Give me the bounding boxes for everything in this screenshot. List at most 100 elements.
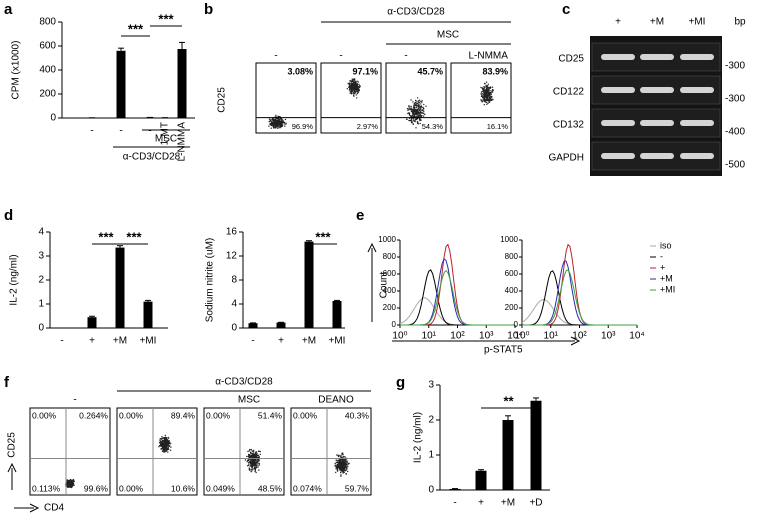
- event-dot: [413, 104, 415, 106]
- event-dot: [73, 480, 76, 482]
- event-dot: [272, 118, 275, 120]
- event-dot: [487, 90, 489, 92]
- event-dot: [424, 113, 426, 116]
- event-dot: [357, 91, 360, 94]
- event-dot: [164, 434, 166, 437]
- event-dot: [480, 94, 483, 96]
- quadrant-percent: 0.00%: [206, 410, 231, 420]
- event-dot: [163, 439, 166, 441]
- legend-label: -: [660, 251, 663, 261]
- event-dot: [416, 114, 418, 116]
- y-tick-label: 600: [505, 269, 519, 278]
- y-tick-label: 0: [50, 113, 56, 124]
- quadrant-percent: 59.7%: [345, 483, 370, 493]
- event-dot: [268, 125, 270, 127]
- event-dot: [278, 123, 281, 125]
- event-dot: [272, 125, 275, 127]
- error-bar: [306, 240, 312, 242]
- event-dot: [276, 127, 279, 129]
- histogram-curve: [400, 258, 515, 326]
- event-dot: [489, 86, 492, 88]
- event-dot: [250, 468, 252, 470]
- quadrant-percent: 40.3%: [345, 410, 370, 420]
- x-tick-label: +M: [302, 336, 316, 347]
- event-dot: [271, 121, 273, 123]
- event-dot: [160, 438, 163, 440]
- event-dot: [249, 468, 251, 470]
- band: [640, 87, 674, 93]
- y-tick-label: 0: [231, 323, 237, 334]
- quadrant-percent: 0.00%: [32, 410, 57, 420]
- quadrant-percent: 0.049%: [206, 483, 235, 493]
- event-dot: [356, 84, 358, 87]
- event-dot: [349, 92, 351, 94]
- event-dot: [158, 446, 160, 448]
- x-tick-label: +MI: [140, 336, 157, 347]
- event-dot: [355, 94, 357, 96]
- quadrant-percent: 97.1%: [352, 66, 378, 76]
- flow-plot: 83.9% 16.1%: [450, 62, 512, 134]
- histogram-curve: [522, 270, 637, 326]
- event-dot: [353, 88, 356, 91]
- event-dot: [335, 471, 337, 474]
- marker-label: -300: [725, 61, 745, 72]
- quadrant-percent: 0.264%: [79, 410, 108, 420]
- event-dot: [487, 83, 489, 86]
- event-dot: [484, 97, 486, 100]
- event-dot: [275, 114, 277, 117]
- quadrant-percent: 2.97%: [357, 122, 379, 131]
- event-dot: [251, 470, 253, 472]
- event-dot: [416, 106, 418, 109]
- row-label: GAPDH: [548, 153, 584, 164]
- event-dot: [250, 461, 252, 463]
- event-dot: [337, 459, 339, 462]
- event-dot: [279, 124, 281, 127]
- event-dot: [339, 467, 342, 469]
- y-tick-label: 800: [39, 17, 56, 28]
- event-dot: [67, 483, 69, 485]
- x-tick-label: +M: [113, 336, 127, 347]
- event-dot: [337, 462, 340, 464]
- event-dot: [251, 458, 253, 461]
- y-axis-label: CD25: [217, 87, 228, 113]
- event-dot: [489, 97, 491, 100]
- x-tick-label: +: [278, 336, 284, 347]
- event-dot: [248, 455, 250, 457]
- event-dot: [250, 452, 252, 454]
- band: [601, 120, 635, 126]
- event-dot: [353, 80, 356, 82]
- event-dot: [419, 119, 422, 122]
- event-dot: [168, 440, 170, 442]
- error-bar: [145, 299, 151, 302]
- event-dot: [163, 436, 165, 439]
- event-dot: [163, 440, 166, 443]
- event-dot: [343, 462, 345, 465]
- event-dot: [279, 119, 281, 121]
- event-dot: [168, 448, 170, 451]
- event-dot: [158, 442, 161, 444]
- event-dot: [408, 114, 411, 116]
- event-dot: [423, 103, 425, 106]
- y-axis-label: Sodium nitrite (uM): [205, 238, 216, 322]
- event-dot: [250, 459, 252, 461]
- event-dot: [271, 123, 273, 126]
- event-dot: [248, 463, 250, 465]
- event-dot: [357, 81, 360, 83]
- event-dot: [410, 105, 412, 108]
- plot-header: -: [404, 51, 407, 62]
- histogram-curve: [522, 260, 637, 326]
- event-dot: [341, 465, 344, 467]
- quadrant-percent: 89.4%: [171, 410, 196, 420]
- event-dot: [415, 104, 417, 107]
- event-dot: [340, 471, 342, 473]
- event-dot: [270, 122, 272, 125]
- event-dot: [419, 99, 421, 101]
- y-tick-label: 600: [39, 41, 56, 52]
- event-dot: [162, 444, 164, 446]
- event-dot: [165, 447, 167, 449]
- event-dot: [347, 470, 349, 473]
- event-dot: [248, 454, 251, 457]
- event-dot: [486, 99, 489, 102]
- y-tick-label: 1: [38, 299, 44, 310]
- panel-label: e: [356, 207, 364, 224]
